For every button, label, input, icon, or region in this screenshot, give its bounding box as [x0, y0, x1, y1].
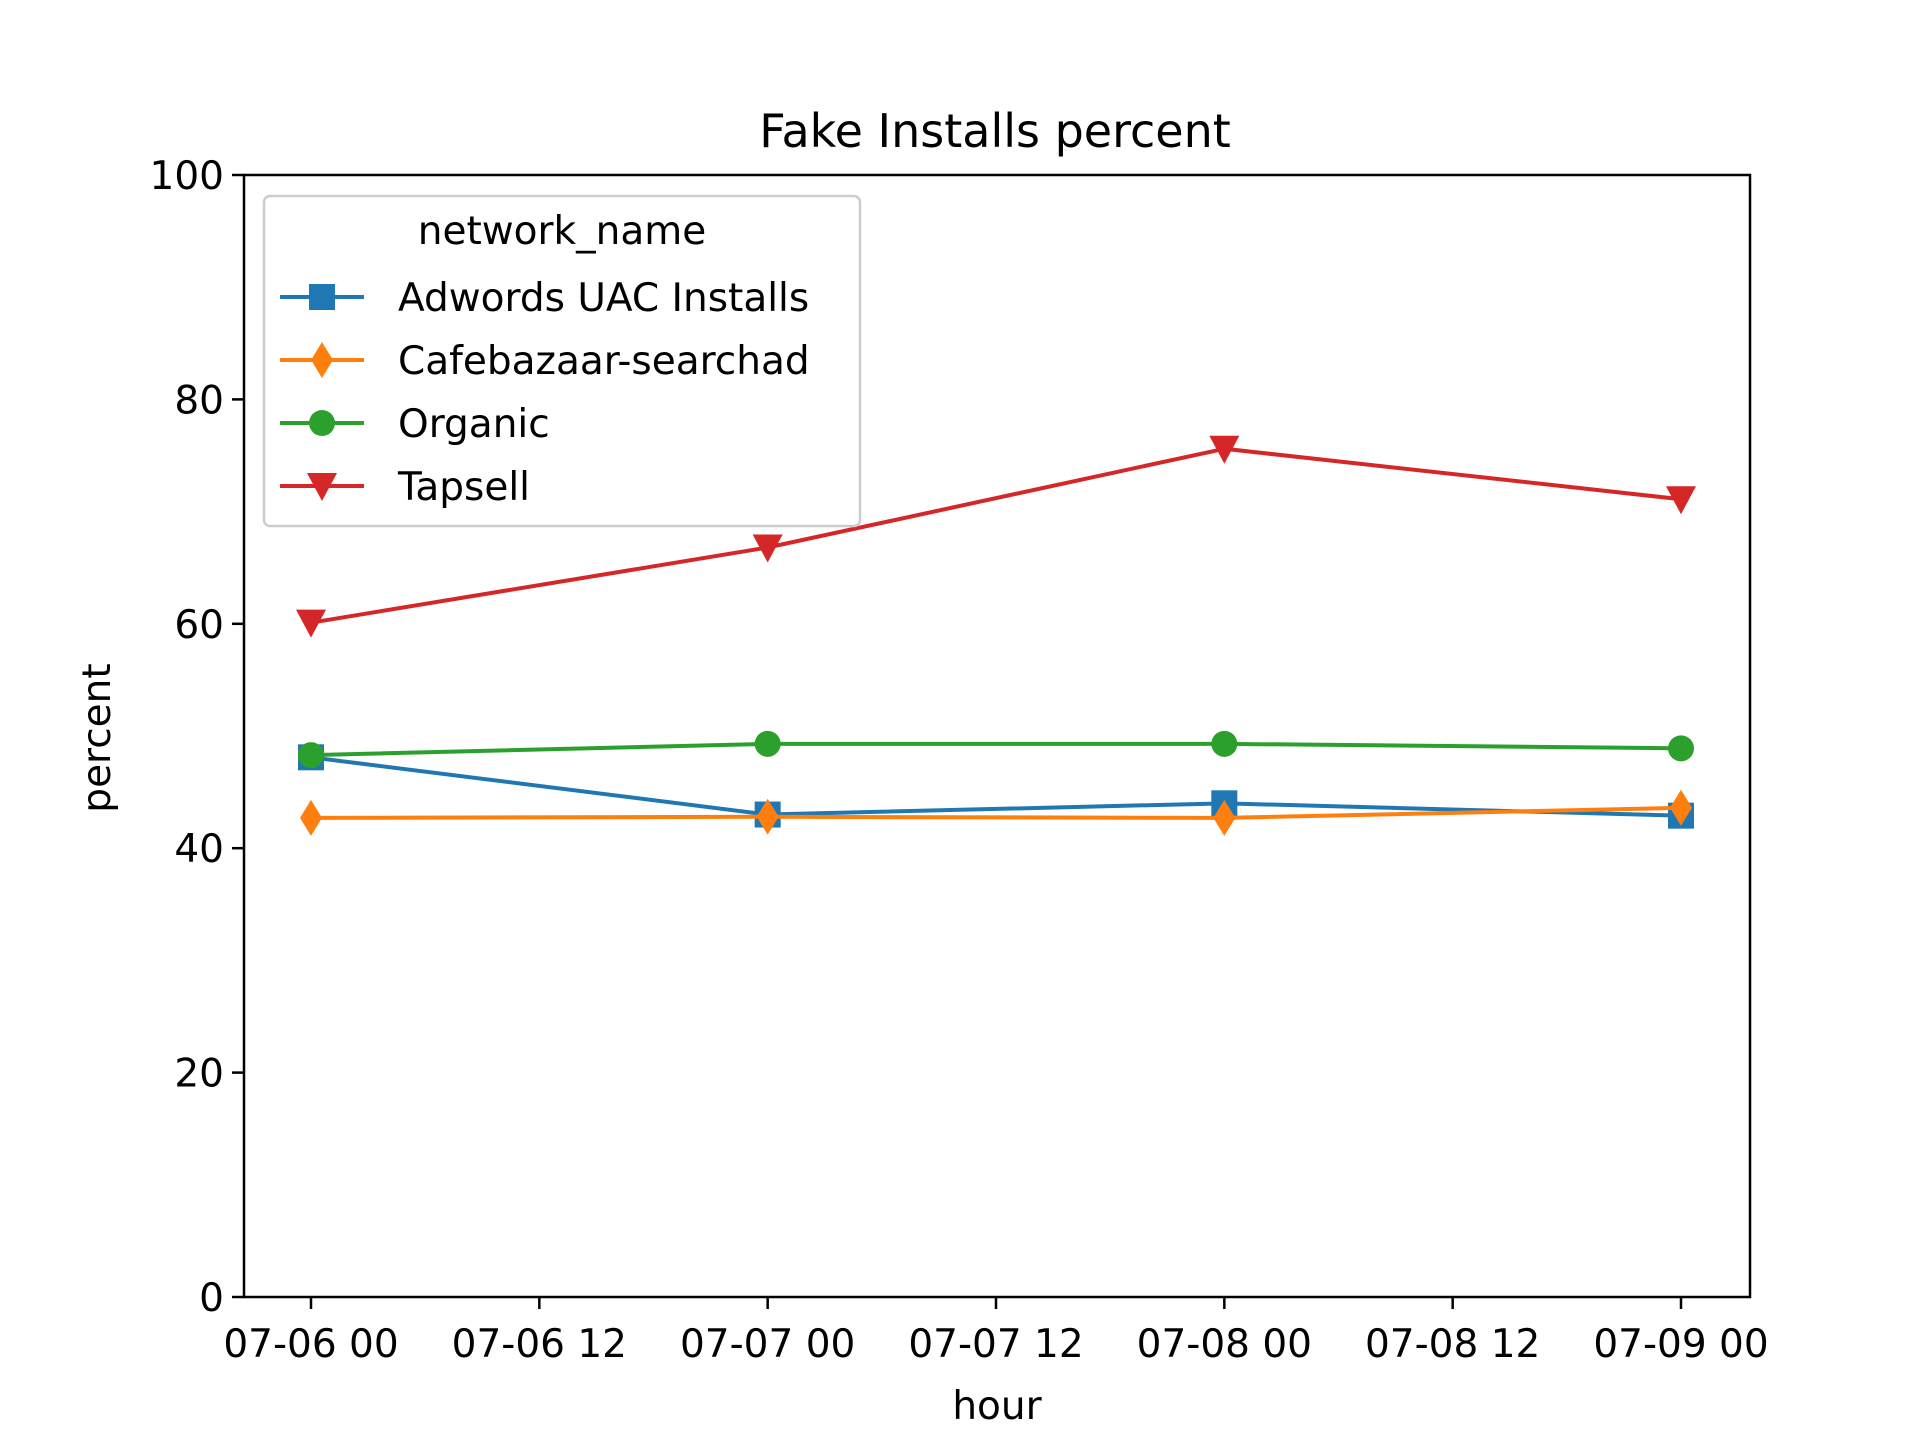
y-axis-label: percent: [75, 663, 120, 812]
data-point-tapsell: [1209, 435, 1240, 464]
legend-label-tapsell: Tapsell: [397, 465, 530, 510]
chart-title: Fake Installs percent: [759, 104, 1231, 158]
legend-title: network_name: [418, 209, 706, 254]
legend-label-cafebazaar-searchad: Cafebazaar-searchad: [398, 339, 810, 384]
data-point-cafebazaar-searchad: [1670, 789, 1692, 826]
legend-box: [262, 194, 862, 528]
x-axis-label: hour: [952, 1384, 1042, 1429]
legend-marker-cafebazaar-searchad: [311, 342, 333, 378]
y-axis: 0 20 40 60 80 100: [150, 154, 244, 1321]
x-tick-label: 07-09 00: [1593, 1322, 1768, 1367]
x-tick-label: 07-08 12: [1365, 1322, 1540, 1367]
y-tick-label: 100: [150, 154, 224, 199]
y-tick-label: 20: [174, 1052, 224, 1097]
data-point-cafebazaar-searchad: [756, 798, 779, 835]
plot-marks: [296, 435, 1696, 836]
legend-marker-tapsell: [307, 473, 337, 501]
x-axis: 07-06 00 07-06 12 07-07 00 07-07 12 07-08 00…: [223, 1297, 1769, 1367]
legend-marker-adwords-uac-installs: [309, 284, 335, 310]
y-tick-label: 40: [174, 827, 224, 872]
legend: network_name Adwords UAC Installs Cafebaz…: [262, 194, 862, 528]
legend-entries: Adwords UAC Installs Cafebazaar-searchad O…: [280, 276, 810, 510]
data-point-cafebazaar-searchad: [300, 799, 322, 836]
x-tick-label: 07-07 12: [908, 1322, 1083, 1367]
data-point-organic: [1211, 730, 1238, 757]
x-tick-label: 07-07 00: [680, 1322, 855, 1367]
series-line-adwords-uac-installs: [310, 755, 1682, 818]
x-tick-label: 07-08 00: [1137, 1322, 1312, 1367]
data-point-tapsell: [1666, 486, 1696, 515]
series-line-cafebazaar-searchad: [310, 805, 1682, 820]
data-point-tapsell: [752, 534, 783, 563]
legend-marker-organic: [309, 410, 335, 436]
legend-label-organic: Organic: [398, 402, 550, 447]
data-point-tapsell: [296, 609, 326, 638]
y-tick-label: 60: [174, 603, 224, 648]
data-point-organic: [298, 742, 324, 769]
y-tick-label: 0: [199, 1276, 224, 1321]
y-tick-label: 80: [174, 378, 224, 423]
data-point-cafebazaar-searchad: [1213, 799, 1236, 836]
data-point-organic: [1668, 735, 1694, 762]
x-tick-label: 07-06 00: [223, 1322, 398, 1367]
data-point-organic: [754, 730, 781, 757]
legend-label-adwords-uac-installs: Adwords UAC Installs: [398, 276, 809, 321]
series-line-organic: [310, 741, 1682, 758]
x-tick-label: 07-06 12: [452, 1322, 627, 1367]
series-line-tapsell: [310, 446, 1682, 625]
